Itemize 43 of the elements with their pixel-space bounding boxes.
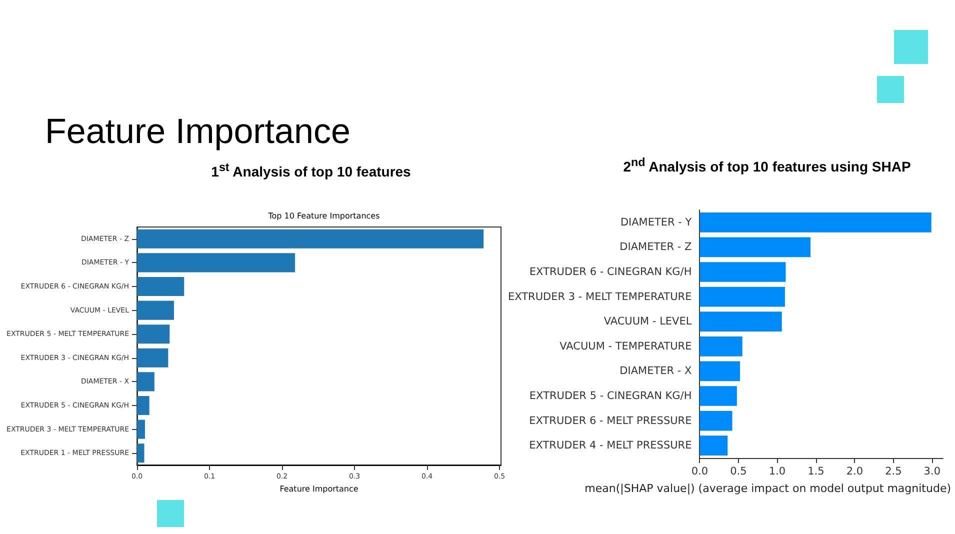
x-axis-title: mean(|SHAP value|) (average impact on model output magnitude) [584, 482, 952, 495]
x-tick-label: 0.0 [691, 466, 708, 478]
bar [137, 444, 144, 463]
x-tick-label: 2.5 [885, 466, 902, 478]
bar [700, 361, 740, 382]
bar [137, 324, 170, 344]
bar [700, 286, 785, 307]
y-tick-label: EXTRUDER 6 - MELT PRESSURE [529, 414, 692, 427]
bar [137, 229, 484, 248]
y-tick-label: DIAMETER - X [620, 365, 692, 378]
y-tick-label: DIAMETER - Z [620, 241, 692, 254]
bar [700, 410, 732, 431]
bar [700, 436, 728, 456]
y-tick-label: VACUUM - TEMPERATURE [560, 340, 692, 352]
x-tick-label: 0.5 [730, 466, 747, 478]
bar [137, 276, 184, 296]
bar [700, 336, 742, 356]
x-axis-title: Feature Importance [280, 484, 358, 494]
text: Feature Importance [45, 112, 350, 152]
bar [137, 372, 154, 392]
chart-subtitle: Top 10 Feature Importances [267, 212, 380, 220]
bar [137, 348, 168, 368]
y-tick-label: EXTRUDER 5 - CINEGRAN KG/H [529, 390, 692, 402]
bar [137, 253, 296, 272]
bar [137, 396, 150, 416]
bar [700, 386, 737, 406]
y-tick-label: VACUUM - LEVEL [604, 316, 692, 328]
x-tick-label: 1.5 [808, 466, 824, 478]
x-tick-label: 2.0 [846, 466, 864, 478]
chart-title: 1$^{st}$ Analysis of top 10 features [211, 161, 411, 180]
bar [700, 212, 932, 232]
x-tick-label: 1.0 [768, 466, 786, 478]
y-tick-label: EXTRUDER 4 - MELT PRESSURE [529, 440, 692, 452]
bar [137, 300, 174, 320]
bar [137, 420, 145, 439]
y-tick-label: EXTRUDER 3 - MELT TEMPERATURE [508, 290, 692, 303]
bar [700, 237, 811, 258]
y-tick-label: EXTRUDER 6 - CINEGRAN KG/H [529, 266, 692, 278]
chart-title: 2$^{nd}$ Analysis of top 10 features using SHAP [623, 156, 911, 175]
bar [700, 262, 786, 282]
y-tick-label: DIAMETER - Y [620, 216, 692, 228]
x-tick-label: 3.0 [924, 466, 941, 478]
bar [700, 312, 782, 332]
